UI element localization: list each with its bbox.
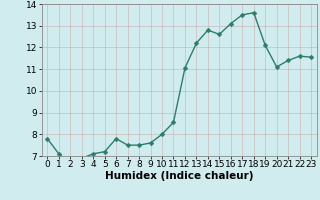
X-axis label: Humidex (Indice chaleur): Humidex (Indice chaleur) — [105, 171, 253, 181]
